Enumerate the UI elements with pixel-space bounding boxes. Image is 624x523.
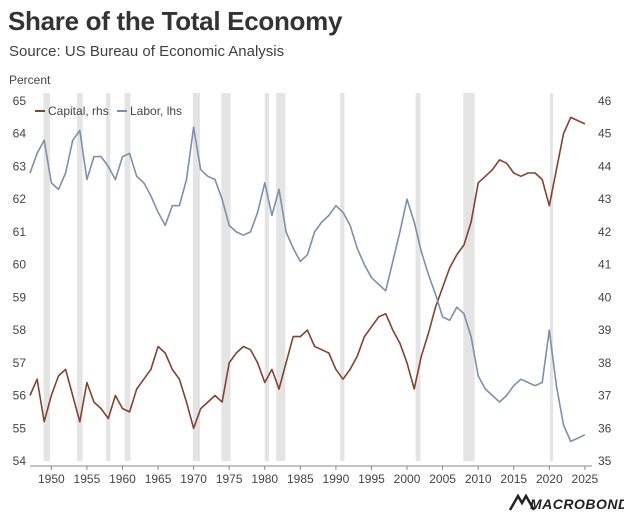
x-tick-label: 2005	[429, 472, 456, 486]
x-tick-label: 1975	[216, 472, 243, 486]
series-line-labor	[29, 126, 586, 443]
right-tick-label: 43	[598, 192, 612, 206]
brand-text: MACROBOND	[530, 496, 624, 512]
left-tick-label: 56	[13, 389, 27, 403]
recession-band	[340, 93, 345, 461]
right-tick-label: 41	[598, 258, 612, 272]
left-tick-label: 55	[13, 421, 27, 435]
left-tick-label: 64	[13, 127, 27, 141]
chart-subtitle: Source: US Bureau of Economic Analysis	[9, 43, 285, 60]
unit-label: Percent	[9, 73, 51, 87]
recession-band	[463, 93, 475, 461]
left-tick-label: 61	[13, 225, 27, 239]
left-axis-ticks: 54 55 56 57 58 59 60 61 62 63 64 65	[13, 94, 27, 468]
x-tick-label: 1985	[287, 472, 314, 486]
macrobond-logo-mark	[508, 493, 536, 511]
x-tick-label: 1965	[145, 472, 172, 486]
recession-band	[221, 93, 231, 461]
recession-band	[415, 93, 421, 461]
x-tick-label: 2025	[572, 472, 599, 486]
legend-label: Labor, lhs	[130, 104, 182, 118]
left-tick-label: 65	[13, 94, 27, 108]
recession-band	[76, 93, 83, 461]
left-tick-label: 58	[13, 323, 27, 337]
x-tick-label: 2015	[500, 472, 527, 486]
right-tick-label: 37	[598, 389, 612, 403]
left-tick-label: 62	[13, 192, 27, 206]
right-tick-label: 42	[598, 225, 612, 239]
x-tick-label: 1955	[74, 472, 101, 486]
x-tick-label: 1995	[358, 472, 385, 486]
recession-band	[106, 93, 111, 461]
right-tick-label: 44	[598, 159, 612, 173]
right-tick-label: 36	[598, 421, 612, 435]
x-axis-ticks: 1950 1955 1960 1965 1970 1975 1980 1985 1990 1995…	[38, 466, 599, 486]
x-tick-label: 2010	[465, 472, 492, 486]
left-tick-label: 63	[13, 159, 27, 173]
right-tick-label: 46	[598, 94, 612, 108]
x-tick-label: 1950	[38, 472, 65, 486]
recession-band	[276, 93, 286, 461]
x-tick-label: 2020	[536, 472, 563, 486]
recession-band	[192, 93, 201, 461]
left-tick-label: 57	[13, 356, 27, 370]
right-axis-ticks: 35 36 37 38 39 40 41 42 43 44 45 46	[598, 94, 612, 468]
left-tick-label: 59	[13, 290, 27, 304]
recession-band	[43, 93, 50, 461]
left-tick-label: 60	[13, 258, 27, 272]
x-tick-label: 1960	[109, 472, 136, 486]
right-tick-label: 39	[598, 323, 612, 337]
right-tick-label: 35	[598, 454, 612, 468]
right-tick-label: 38	[598, 356, 612, 370]
legend: Capital, rhs Labor, lhs	[35, 104, 182, 118]
x-tick-label: 1990	[323, 472, 350, 486]
recession-band	[550, 93, 554, 461]
recession-band	[264, 93, 270, 461]
series-line-capital	[29, 116, 586, 430]
recession-band	[124, 93, 131, 461]
x-tick-label: 1970	[180, 472, 207, 486]
chart-title: Share of the Total Economy	[8, 6, 343, 36]
series-lines	[29, 116, 586, 443]
right-tick-label: 40	[598, 290, 612, 304]
x-tick-label: 1980	[251, 472, 278, 486]
recession-bands	[43, 93, 554, 461]
right-tick-label: 45	[598, 127, 612, 141]
x-tick-label: 2000	[394, 472, 421, 486]
left-tick-label: 54	[13, 454, 27, 468]
legend-label: Capital, rhs	[48, 104, 109, 118]
macrobond-logo: MACROBOND	[508, 493, 624, 512]
